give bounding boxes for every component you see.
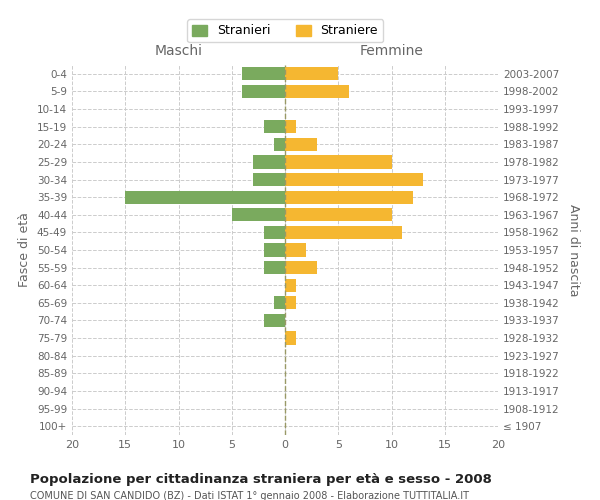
Text: Maschi: Maschi (155, 44, 203, 58)
Bar (253, 156, 285, 168)
Text: COMUNE DI SAN CANDIDO (BZ) - Dati ISTAT 1° gennaio 2008 - Elaborazione TUTTITALI: COMUNE DI SAN CANDIDO (BZ) - Dati ISTAT … (30, 491, 469, 500)
Bar (274, 138, 285, 151)
Bar (285, 120, 296, 134)
Bar (285, 278, 296, 292)
Bar (285, 67, 338, 80)
Text: Popolazione per cittadinanza straniera per età e sesso - 2008: Popolazione per cittadinanza straniera p… (30, 472, 492, 486)
Bar (285, 85, 349, 98)
Bar (264, 244, 285, 256)
Bar (285, 244, 307, 256)
Bar (264, 314, 285, 327)
Bar (242, 85, 285, 98)
Bar (125, 190, 285, 204)
Bar (274, 296, 285, 310)
Bar (285, 296, 296, 310)
Bar (253, 173, 285, 186)
Bar (285, 261, 317, 274)
Bar (285, 208, 392, 222)
Bar (285, 190, 413, 204)
Bar (285, 173, 424, 186)
Y-axis label: Anni di nascita: Anni di nascita (566, 204, 580, 296)
Bar (285, 332, 296, 344)
Legend: Stranieri, Straniere: Stranieri, Straniere (187, 20, 383, 42)
Bar (264, 226, 285, 239)
Text: Femmine: Femmine (359, 44, 424, 58)
Bar (232, 208, 285, 222)
Bar (264, 120, 285, 134)
Bar (285, 226, 402, 239)
Bar (285, 138, 317, 151)
Bar (264, 261, 285, 274)
Bar (285, 156, 392, 168)
Y-axis label: Fasce di età: Fasce di età (19, 212, 31, 288)
Bar (242, 67, 285, 80)
